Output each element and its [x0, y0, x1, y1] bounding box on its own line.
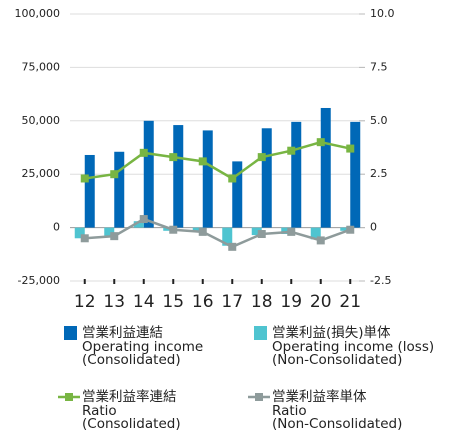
- legend-label: (Consolidated): [82, 416, 181, 432]
- legend-swatch: [254, 326, 267, 340]
- point: [287, 227, 296, 236]
- bar: [251, 227, 262, 236]
- point: [257, 153, 266, 162]
- point: [287, 146, 296, 155]
- bar: [84, 154, 95, 228]
- y2-tick-label: 10.0: [370, 7, 395, 20]
- x-tick-label: 21: [339, 292, 361, 312]
- legend-label: (Non-Consolidated): [272, 352, 402, 368]
- bar: [310, 227, 321, 240]
- bar: [202, 130, 213, 228]
- point: [110, 170, 119, 179]
- y2-tick-label: -2.5: [370, 274, 391, 287]
- legend-label: 営業利益(損失)単体: [272, 325, 391, 341]
- legend-label: Ratio: [82, 403, 117, 419]
- point: [80, 234, 89, 243]
- y2-tick-label: 2.5: [370, 167, 388, 180]
- bar: [104, 227, 115, 238]
- bar: [192, 227, 203, 232]
- y2-tick-label: 5.0: [370, 114, 388, 127]
- y2-tick-label: 7.5: [370, 60, 388, 73]
- bar: [222, 227, 233, 246]
- x-tick-label: 13: [103, 292, 125, 312]
- x-tick-label: 19: [280, 292, 302, 312]
- legend-label: Ratio: [272, 403, 307, 419]
- legend-label: 営業利益率単体: [272, 388, 367, 405]
- y-tick-label: -25,000: [18, 274, 60, 287]
- legend-swatch-point: [65, 393, 73, 401]
- point: [139, 148, 148, 157]
- x-tick-label: 17: [221, 292, 243, 312]
- x-tick-label: 18: [251, 292, 273, 312]
- y-tick-label: 0: [53, 221, 60, 234]
- bar: [114, 151, 125, 228]
- y-tick-label: 100,000: [15, 7, 61, 20]
- line: [84, 217, 351, 249]
- bar: [133, 221, 144, 228]
- bar: [291, 121, 302, 228]
- legend-label: 営業利益連結: [82, 325, 163, 341]
- point: [316, 138, 325, 147]
- legend-swatch: [64, 326, 77, 340]
- x-tick-label: 16: [192, 292, 214, 312]
- legend-label: Operating income: [82, 339, 203, 355]
- point: [228, 174, 237, 183]
- y-tick-label: 75,000: [22, 60, 61, 73]
- x-tick-label: 15: [162, 292, 184, 312]
- legend-swatch-point: [255, 393, 263, 401]
- bar: [281, 227, 292, 235]
- y-tick-label: 50,000: [22, 114, 61, 127]
- bar: [340, 227, 351, 231]
- line: [84, 140, 351, 180]
- point: [346, 225, 355, 234]
- legend-label: 営業利益率連結: [82, 388, 177, 405]
- y-tick-label: 25,000: [22, 167, 61, 180]
- point: [169, 225, 178, 234]
- point: [198, 157, 207, 166]
- bar: [74, 227, 85, 239]
- x-tick-label: 12: [74, 292, 96, 312]
- x-tick-label: 14: [133, 292, 155, 312]
- point: [228, 242, 237, 251]
- bar: [232, 161, 243, 228]
- point: [80, 174, 89, 183]
- point: [110, 232, 119, 241]
- y2-tick-label: 0: [370, 221, 377, 234]
- point: [316, 236, 325, 245]
- legend-label: (Consolidated): [82, 352, 181, 368]
- bar: [143, 120, 154, 228]
- point: [346, 144, 355, 153]
- legend-label: (Non-Consolidated): [272, 416, 402, 432]
- point: [198, 227, 207, 236]
- legend-label: Operating income (loss): [272, 339, 434, 355]
- point: [257, 230, 266, 239]
- bar: [261, 128, 272, 228]
- x-tick-label: 20: [310, 292, 332, 312]
- bar: [320, 107, 331, 228]
- bar: [173, 125, 184, 228]
- point: [169, 153, 178, 162]
- bar: [350, 121, 361, 228]
- point: [139, 215, 148, 224]
